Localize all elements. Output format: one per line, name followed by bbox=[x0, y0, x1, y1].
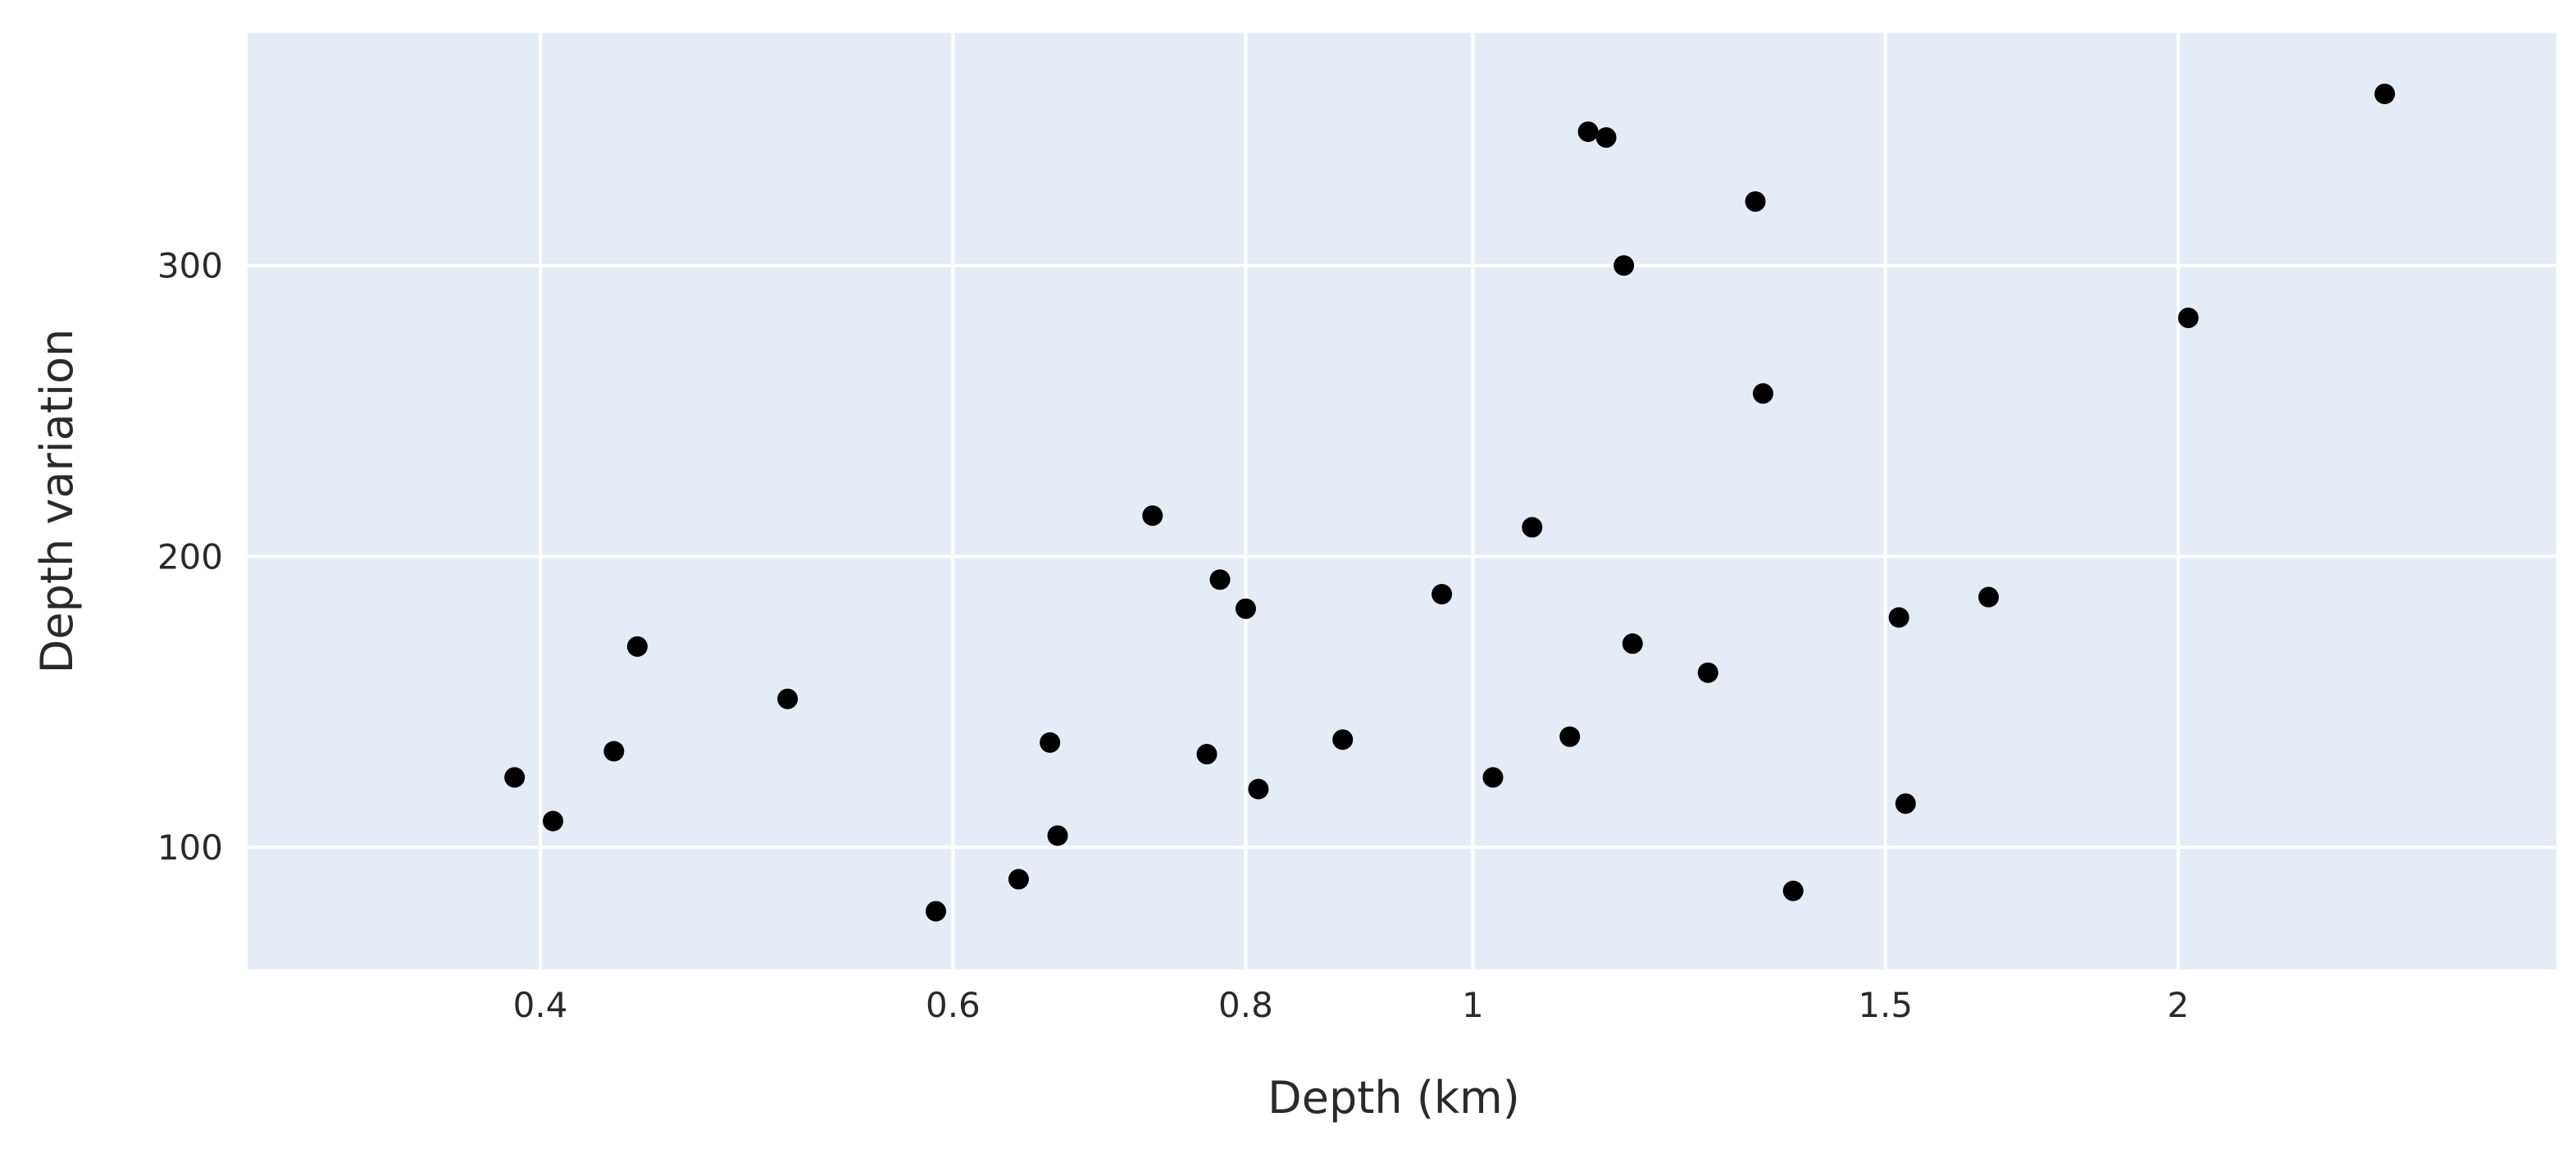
data-point bbox=[1888, 607, 1909, 628]
data-point bbox=[1782, 880, 1804, 901]
y-axis-title: Depth variation bbox=[31, 329, 83, 673]
data-point bbox=[1522, 517, 1543, 538]
data-point bbox=[1577, 121, 1599, 143]
data-point bbox=[1209, 569, 1231, 590]
data-point bbox=[1595, 127, 1617, 148]
data-point bbox=[543, 810, 564, 832]
data-point bbox=[1332, 729, 1354, 750]
data-point bbox=[1142, 505, 1163, 527]
data-point bbox=[1559, 726, 1581, 747]
gridlines bbox=[248, 33, 2556, 969]
y-tick-label: 200 bbox=[157, 536, 223, 577]
y-axis-ticks: 100 200 300 bbox=[157, 246, 223, 868]
x-tick-label: 0.8 bbox=[1218, 985, 1273, 1025]
x-tick-label: 1 bbox=[1462, 985, 1484, 1025]
data-point bbox=[777, 688, 799, 709]
x-tick-label: 0.4 bbox=[513, 985, 568, 1025]
data-point bbox=[2178, 308, 2199, 329]
x-axis-title: Depth (km) bbox=[1268, 1072, 1520, 1124]
data-point bbox=[1040, 732, 1061, 753]
data-point bbox=[1613, 255, 1635, 276]
data-points bbox=[504, 83, 2396, 922]
data-point bbox=[1622, 633, 1643, 654]
data-point bbox=[626, 636, 648, 657]
data-point bbox=[1745, 191, 1766, 212]
data-point bbox=[1248, 778, 1269, 800]
x-axis-ticks: 0.4 0.6 0.8 1 1.5 2 bbox=[513, 985, 2189, 1025]
data-point bbox=[504, 767, 526, 788]
x-tick-label: 1.5 bbox=[1858, 985, 1913, 1025]
data-point bbox=[1047, 825, 1068, 846]
data-point bbox=[1752, 383, 1773, 404]
data-point bbox=[1008, 869, 1029, 890]
y-tick-label: 300 bbox=[157, 246, 223, 286]
data-point bbox=[1196, 744, 1217, 765]
data-point bbox=[603, 741, 625, 762]
data-point bbox=[1697, 662, 1718, 683]
data-point bbox=[1895, 793, 1916, 814]
data-point bbox=[2374, 83, 2396, 104]
data-point bbox=[1431, 583, 1453, 604]
data-point bbox=[1235, 598, 1256, 619]
y-tick-label: 100 bbox=[157, 828, 223, 868]
data-point bbox=[926, 901, 947, 922]
x-tick-label: 2 bbox=[2167, 985, 2189, 1025]
data-point bbox=[1978, 586, 2000, 608]
x-tick-label: 0.6 bbox=[926, 985, 981, 1025]
data-point bbox=[1482, 767, 1504, 788]
plot-area bbox=[248, 33, 2556, 969]
